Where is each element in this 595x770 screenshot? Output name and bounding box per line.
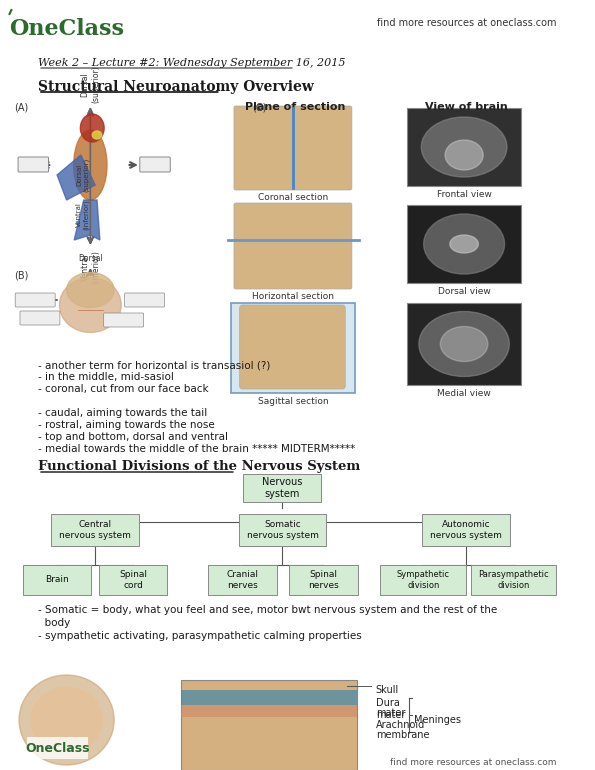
Text: Cranial
nerves: Cranial nerves: [227, 571, 258, 590]
Ellipse shape: [440, 326, 488, 361]
FancyBboxPatch shape: [239, 514, 326, 546]
FancyBboxPatch shape: [181, 690, 356, 705]
FancyBboxPatch shape: [422, 514, 510, 546]
Text: Medial: Medial: [24, 297, 46, 303]
Text: Sagittal section: Sagittal section: [258, 397, 328, 406]
Text: - top and bottom, dorsal and ventral: - top and bottom, dorsal and ventral: [38, 432, 228, 442]
Text: Parasympathetic
division: Parasympathetic division: [478, 571, 549, 590]
FancyBboxPatch shape: [234, 106, 352, 190]
FancyBboxPatch shape: [240, 305, 345, 389]
Text: Frontal view: Frontal view: [437, 190, 491, 199]
Ellipse shape: [419, 312, 509, 377]
Text: (C): (C): [252, 102, 267, 112]
Text: OneClass: OneClass: [26, 742, 90, 755]
FancyBboxPatch shape: [407, 108, 521, 186]
Polygon shape: [74, 200, 100, 240]
FancyBboxPatch shape: [20, 311, 60, 325]
Text: find more resources at oneclass.com: find more resources at oneclass.com: [390, 758, 556, 767]
Text: membrane: membrane: [375, 730, 429, 740]
Text: - rostral, aiming towards the nose: - rostral, aiming towards the nose: [38, 420, 215, 430]
Text: Nervous
system: Nervous system: [262, 477, 303, 499]
FancyBboxPatch shape: [231, 303, 355, 393]
Ellipse shape: [31, 688, 102, 752]
Ellipse shape: [445, 140, 483, 170]
Text: Caudal: Caudal: [140, 160, 170, 169]
Text: Week 2 – Lecture #2: Wednesday September 16, 2015: Week 2 – Lecture #2: Wednesday September…: [38, 58, 346, 68]
Text: Anterior: Anterior: [26, 315, 54, 321]
Text: Horizontal section: Horizontal section: [252, 292, 334, 301]
Ellipse shape: [19, 675, 114, 765]
Ellipse shape: [80, 114, 104, 142]
Text: Ventral
(inferior): Ventral (inferior): [76, 199, 89, 230]
FancyBboxPatch shape: [181, 680, 356, 770]
FancyBboxPatch shape: [23, 565, 91, 595]
Text: Brain: Brain: [45, 575, 69, 584]
Text: Dura
mater: Dura mater: [375, 698, 405, 720]
FancyBboxPatch shape: [407, 205, 521, 283]
Text: Somatic
nervous system: Somatic nervous system: [246, 521, 318, 540]
Text: Dorsal
(superior): Dorsal (superior): [81, 65, 100, 103]
FancyBboxPatch shape: [380, 565, 466, 595]
FancyBboxPatch shape: [99, 565, 167, 595]
Text: Central
nervous system: Central nervous system: [59, 521, 131, 540]
Text: - Somatic = body, what you feel and see, motor bwt nervous system and the rest o: - Somatic = body, what you feel and see,…: [38, 605, 497, 615]
Ellipse shape: [424, 214, 505, 274]
FancyBboxPatch shape: [471, 565, 556, 595]
Text: Arachnoid: Arachnoid: [375, 720, 425, 730]
Text: - another term for horizontal is transasiol (?): - another term for horizontal is transas…: [38, 360, 270, 370]
Text: (B): (B): [14, 270, 29, 280]
Text: OneClass: OneClass: [10, 18, 124, 40]
Text: Dorsal
(superior): Dorsal (superior): [76, 158, 89, 192]
FancyBboxPatch shape: [208, 565, 277, 595]
Text: Posterior: Posterior: [129, 297, 160, 303]
Text: Spinal
cord: Spinal cord: [119, 571, 147, 590]
Text: Rostral: Rostral: [18, 160, 48, 169]
FancyBboxPatch shape: [27, 737, 89, 759]
Text: Autonomic
nervous system: Autonomic nervous system: [430, 521, 502, 540]
Text: View of brain: View of brain: [425, 102, 508, 112]
FancyBboxPatch shape: [51, 514, 139, 546]
Text: Functional Divisions of the Nervous System: Functional Divisions of the Nervous Syst…: [38, 460, 361, 473]
FancyBboxPatch shape: [124, 293, 165, 307]
FancyBboxPatch shape: [15, 293, 55, 307]
Text: find more resources at oneclass.com: find more resources at oneclass.com: [377, 18, 556, 28]
Text: Lateral: Lateral: [111, 317, 136, 323]
Text: - caudal, aiming towards the tail: - caudal, aiming towards the tail: [38, 408, 207, 418]
Text: Medial view: Medial view: [437, 389, 491, 398]
Polygon shape: [57, 155, 95, 200]
FancyBboxPatch shape: [407, 303, 521, 385]
Text: Ventral
(inferior): Ventral (inferior): [81, 250, 100, 284]
Text: Spinal
nerves: Spinal nerves: [308, 571, 339, 590]
Ellipse shape: [421, 117, 507, 177]
Text: (A): (A): [14, 102, 29, 112]
Ellipse shape: [74, 130, 107, 200]
FancyBboxPatch shape: [289, 565, 358, 595]
Text: body: body: [38, 618, 70, 628]
Text: - in the middle, mid-sasiol: - in the middle, mid-sasiol: [38, 372, 174, 382]
FancyBboxPatch shape: [140, 157, 170, 172]
Text: Meninges: Meninges: [414, 715, 461, 725]
FancyBboxPatch shape: [104, 313, 143, 327]
FancyBboxPatch shape: [234, 203, 352, 289]
Text: Plane of section: Plane of section: [245, 102, 345, 112]
Text: Dorsal view: Dorsal view: [438, 287, 490, 296]
Text: Sympathetic
division: Sympathetic division: [397, 571, 450, 590]
Text: Coronal section: Coronal section: [258, 193, 328, 202]
FancyBboxPatch shape: [243, 474, 321, 502]
Text: Dorsal: Dorsal: [78, 254, 103, 263]
Ellipse shape: [67, 273, 114, 307]
Text: - coronal, cut from our face back: - coronal, cut from our face back: [38, 384, 209, 394]
Text: Structural Neuroanatomy Overview: Structural Neuroanatomy Overview: [38, 80, 314, 94]
Ellipse shape: [60, 277, 121, 333]
Text: mater: mater: [375, 708, 405, 718]
Text: Skull: Skull: [375, 685, 399, 695]
FancyBboxPatch shape: [18, 157, 49, 172]
Ellipse shape: [92, 131, 102, 139]
FancyBboxPatch shape: [181, 705, 356, 717]
Text: - medial towards the middle of the brain ***** MIDTERM*****: - medial towards the middle of the brain…: [38, 444, 355, 454]
Text: - sympathetic activating, parasympathetic calming properties: - sympathetic activating, parasympatheti…: [38, 631, 362, 641]
Ellipse shape: [450, 235, 478, 253]
